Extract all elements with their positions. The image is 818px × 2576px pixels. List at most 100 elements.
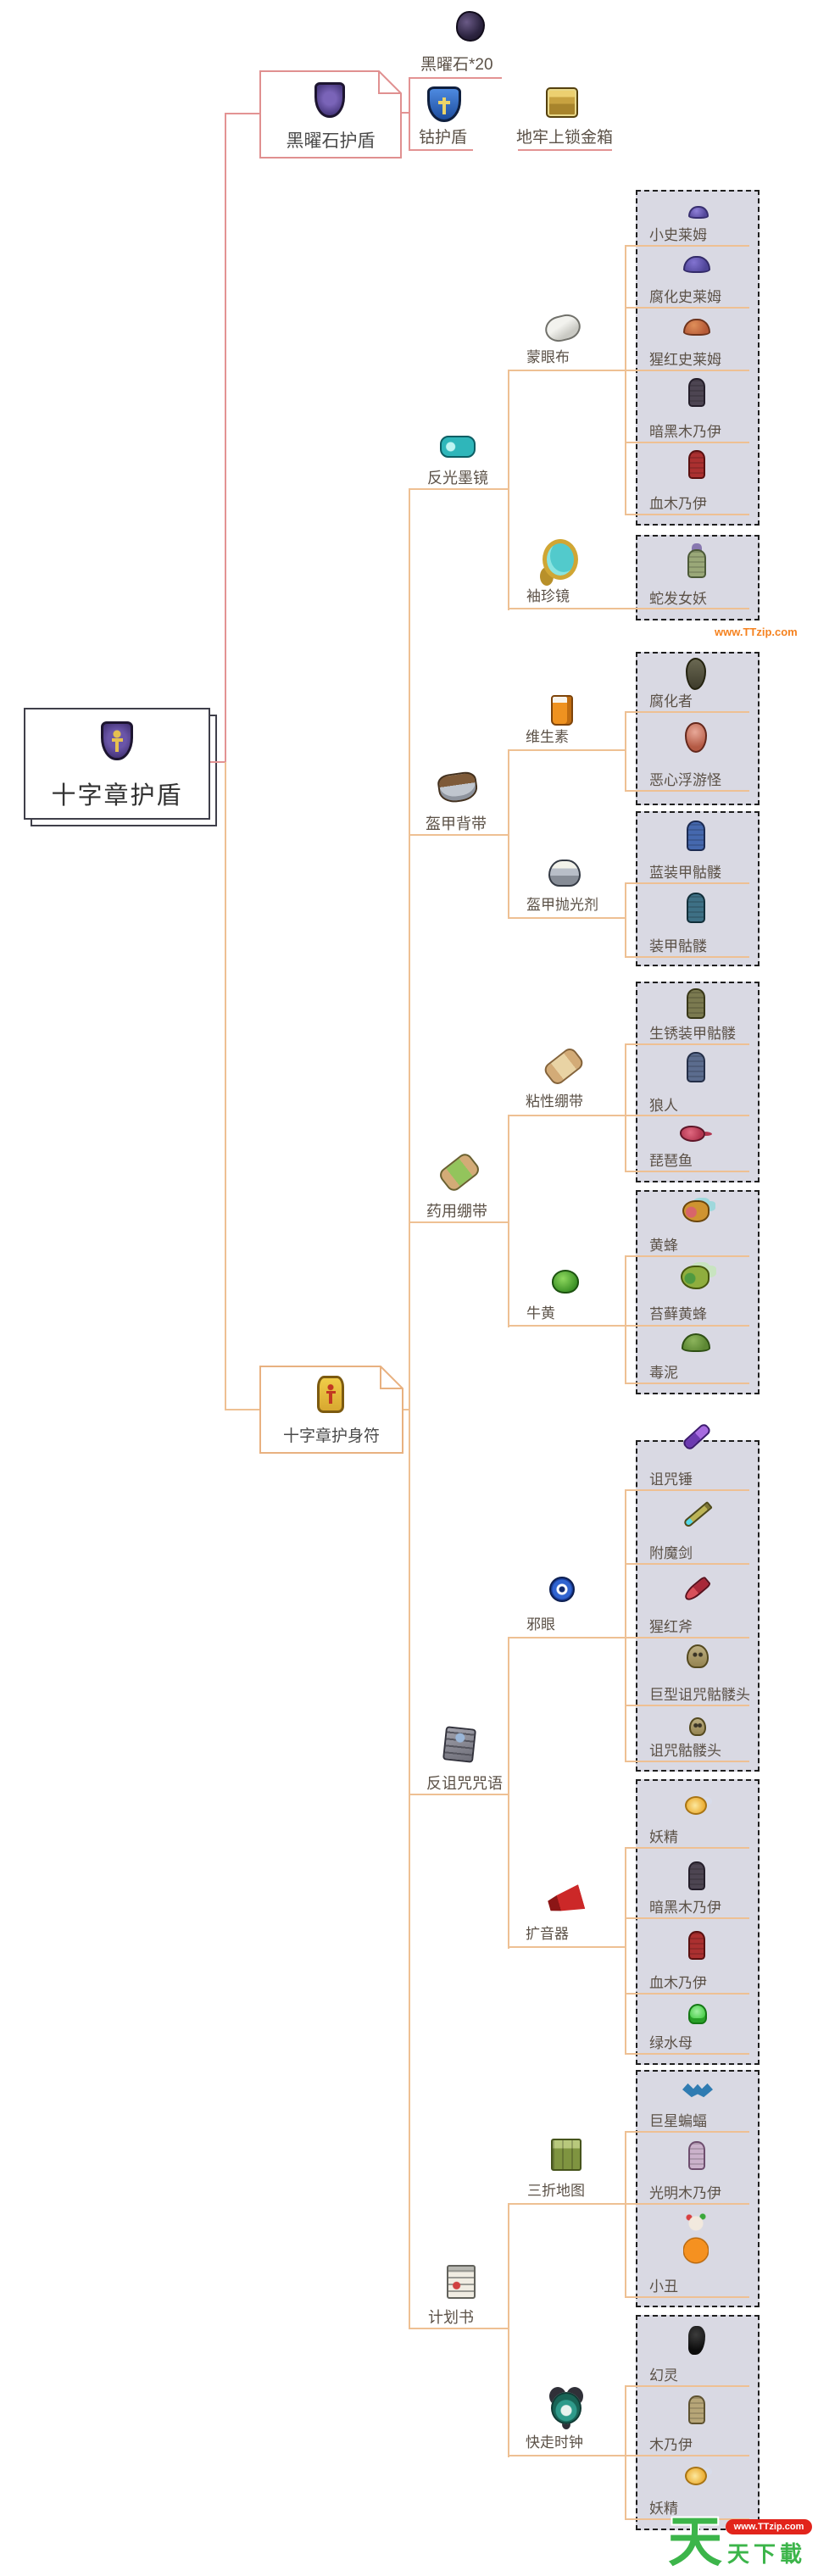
connector-line: [409, 149, 473, 151]
monster-label: 诅咒骷髅头: [649, 1743, 721, 1759]
item-label: 扩音器: [526, 1926, 569, 1942]
monster-label: 小史莱姆: [649, 227, 707, 243]
corruptor-icon: [686, 658, 706, 690]
pixie-icon: [685, 1796, 707, 1815]
monster-label: 腐化者: [649, 693, 693, 709]
ankh-charm-title: 十字章护身符: [282, 1427, 380, 1445]
entry-underline: [625, 1043, 749, 1045]
pocket-mirror-icon: [543, 539, 578, 580]
monster-label: 妖精: [649, 1829, 678, 1845]
monster-label: 木乃伊: [649, 2437, 693, 2453]
entry-underline: [625, 1563, 749, 1565]
trifold-map-icon: [551, 2139, 582, 2171]
dungeon-gold-chest-icon: [546, 87, 578, 118]
light-mummy-icon: [688, 2141, 705, 2170]
entry-underline: [625, 790, 749, 792]
pixie-icon: [685, 2467, 707, 2485]
connector-line: [625, 2131, 626, 2298]
connector-line: [508, 917, 626, 919]
moss-hornet-icon: [681, 1266, 709, 1289]
monster-label: 黄蜂: [649, 1238, 678, 1254]
monster-label: 装甲骷髅: [649, 938, 707, 954]
ankh-shield-icon: [101, 721, 133, 760]
entry-underline: [625, 1171, 749, 1172]
connector-line: [225, 762, 226, 1410]
entry-underline: [625, 711, 749, 713]
connector-line: [409, 77, 502, 79]
fast-clock-icon: [551, 2392, 582, 2424]
entry-underline: [625, 2518, 749, 2520]
connector-line: [518, 149, 612, 151]
rusty-armored-bones-icon: [687, 988, 705, 1019]
connector-line: [508, 1115, 749, 1116]
connector-line: [625, 1847, 626, 2055]
vitamins-icon: [551, 695, 573, 726]
connector-line: [225, 1409, 263, 1410]
monster-label: 幻灵: [649, 2367, 678, 2384]
monster-label: 暗黑木乃伊: [649, 1900, 721, 1916]
megaphone-icon: [546, 1884, 586, 1918]
connector-line: [409, 488, 410, 2329]
monster-label: 猩红史莱姆: [649, 352, 721, 368]
obsidian-ore-icon: [456, 11, 485, 42]
root-node: [24, 708, 210, 820]
connector-line: [225, 113, 226, 762]
monster-label: 生锈装甲骷髅: [649, 1026, 736, 1042]
obsidian-shield-icon: [314, 82, 345, 118]
connector-line: [409, 488, 509, 490]
armored-skeleton-icon: [687, 893, 705, 923]
werewolf-icon: [687, 1052, 705, 1082]
monster-label: 恶心浮游怪: [649, 772, 721, 788]
entry-underline: [625, 1917, 749, 1919]
connector-line: [400, 1409, 410, 1410]
monster-label: 小丑: [649, 2278, 678, 2295]
connector-line: [508, 370, 749, 371]
connector-line: [508, 749, 626, 751]
group-label: 反光墨镜: [427, 470, 488, 487]
item-label: 粘性绷带: [526, 1093, 583, 1110]
medicated-bandage-icon: [437, 1150, 482, 1194]
monster-label: 绿水母: [649, 2035, 693, 2051]
group-label: 反诅咒咒语: [426, 1775, 503, 1792]
connector-line: [625, 2385, 626, 2520]
ankh-charm-icon: [317, 1376, 344, 1413]
source-box-trifold-map: [636, 2070, 760, 2307]
connector-line: [508, 1115, 509, 1327]
wraith-icon: [688, 2326, 705, 2355]
blindfold-icon: [542, 311, 584, 345]
monster-label: 光明木乃伊: [649, 2185, 721, 2201]
clown-icon: [683, 2213, 709, 2264]
corrupt-slime-icon: [683, 256, 710, 273]
entry-underline: [625, 956, 749, 958]
group-label: 药用绷带: [426, 1203, 487, 1220]
angler-fish-icon: [680, 1126, 705, 1142]
item-label: 维生素: [526, 729, 569, 745]
monster-label: 狼人: [649, 1098, 678, 1114]
ttzip-logo-text: 天下載: [727, 2541, 807, 2567]
connector-line: [409, 77, 410, 151]
item-label: 牛黄: [526, 1305, 555, 1321]
cursed-skull-icon: [689, 1717, 706, 1736]
entry-underline: [625, 1761, 749, 1762]
baby-slime-icon: [688, 206, 709, 219]
toxic-sludge-icon: [682, 1333, 710, 1352]
dark-mummy-icon: [688, 378, 705, 407]
countercurse-mantra-icon: [442, 1726, 476, 1763]
ttzip-logo-badge: www.TTzip.com: [726, 2519, 812, 2534]
floaty-gross-icon: [685, 722, 707, 753]
entry-underline: [625, 1255, 749, 1257]
entry-underline: [625, 1847, 749, 1849]
connector-line: [625, 711, 626, 792]
root-node-title: 十字章护盾: [51, 782, 183, 810]
mummy-icon: [688, 2395, 705, 2424]
blood-mummy-icon: [688, 450, 705, 479]
monster-label: 苔藓黄蜂: [649, 1306, 707, 1322]
armor-bracing-icon: [436, 770, 480, 805]
entry-underline: [625, 245, 749, 247]
adhesive-bandage-icon: [542, 1045, 586, 1088]
monster-label: 巨星蝙蝠: [649, 2113, 707, 2129]
monster-label: 妖精: [649, 2501, 678, 2517]
nazar-icon: [549, 1577, 575, 1602]
blue-armored-bones-icon: [687, 821, 705, 851]
monster-label: 毒泥: [649, 1365, 678, 1381]
